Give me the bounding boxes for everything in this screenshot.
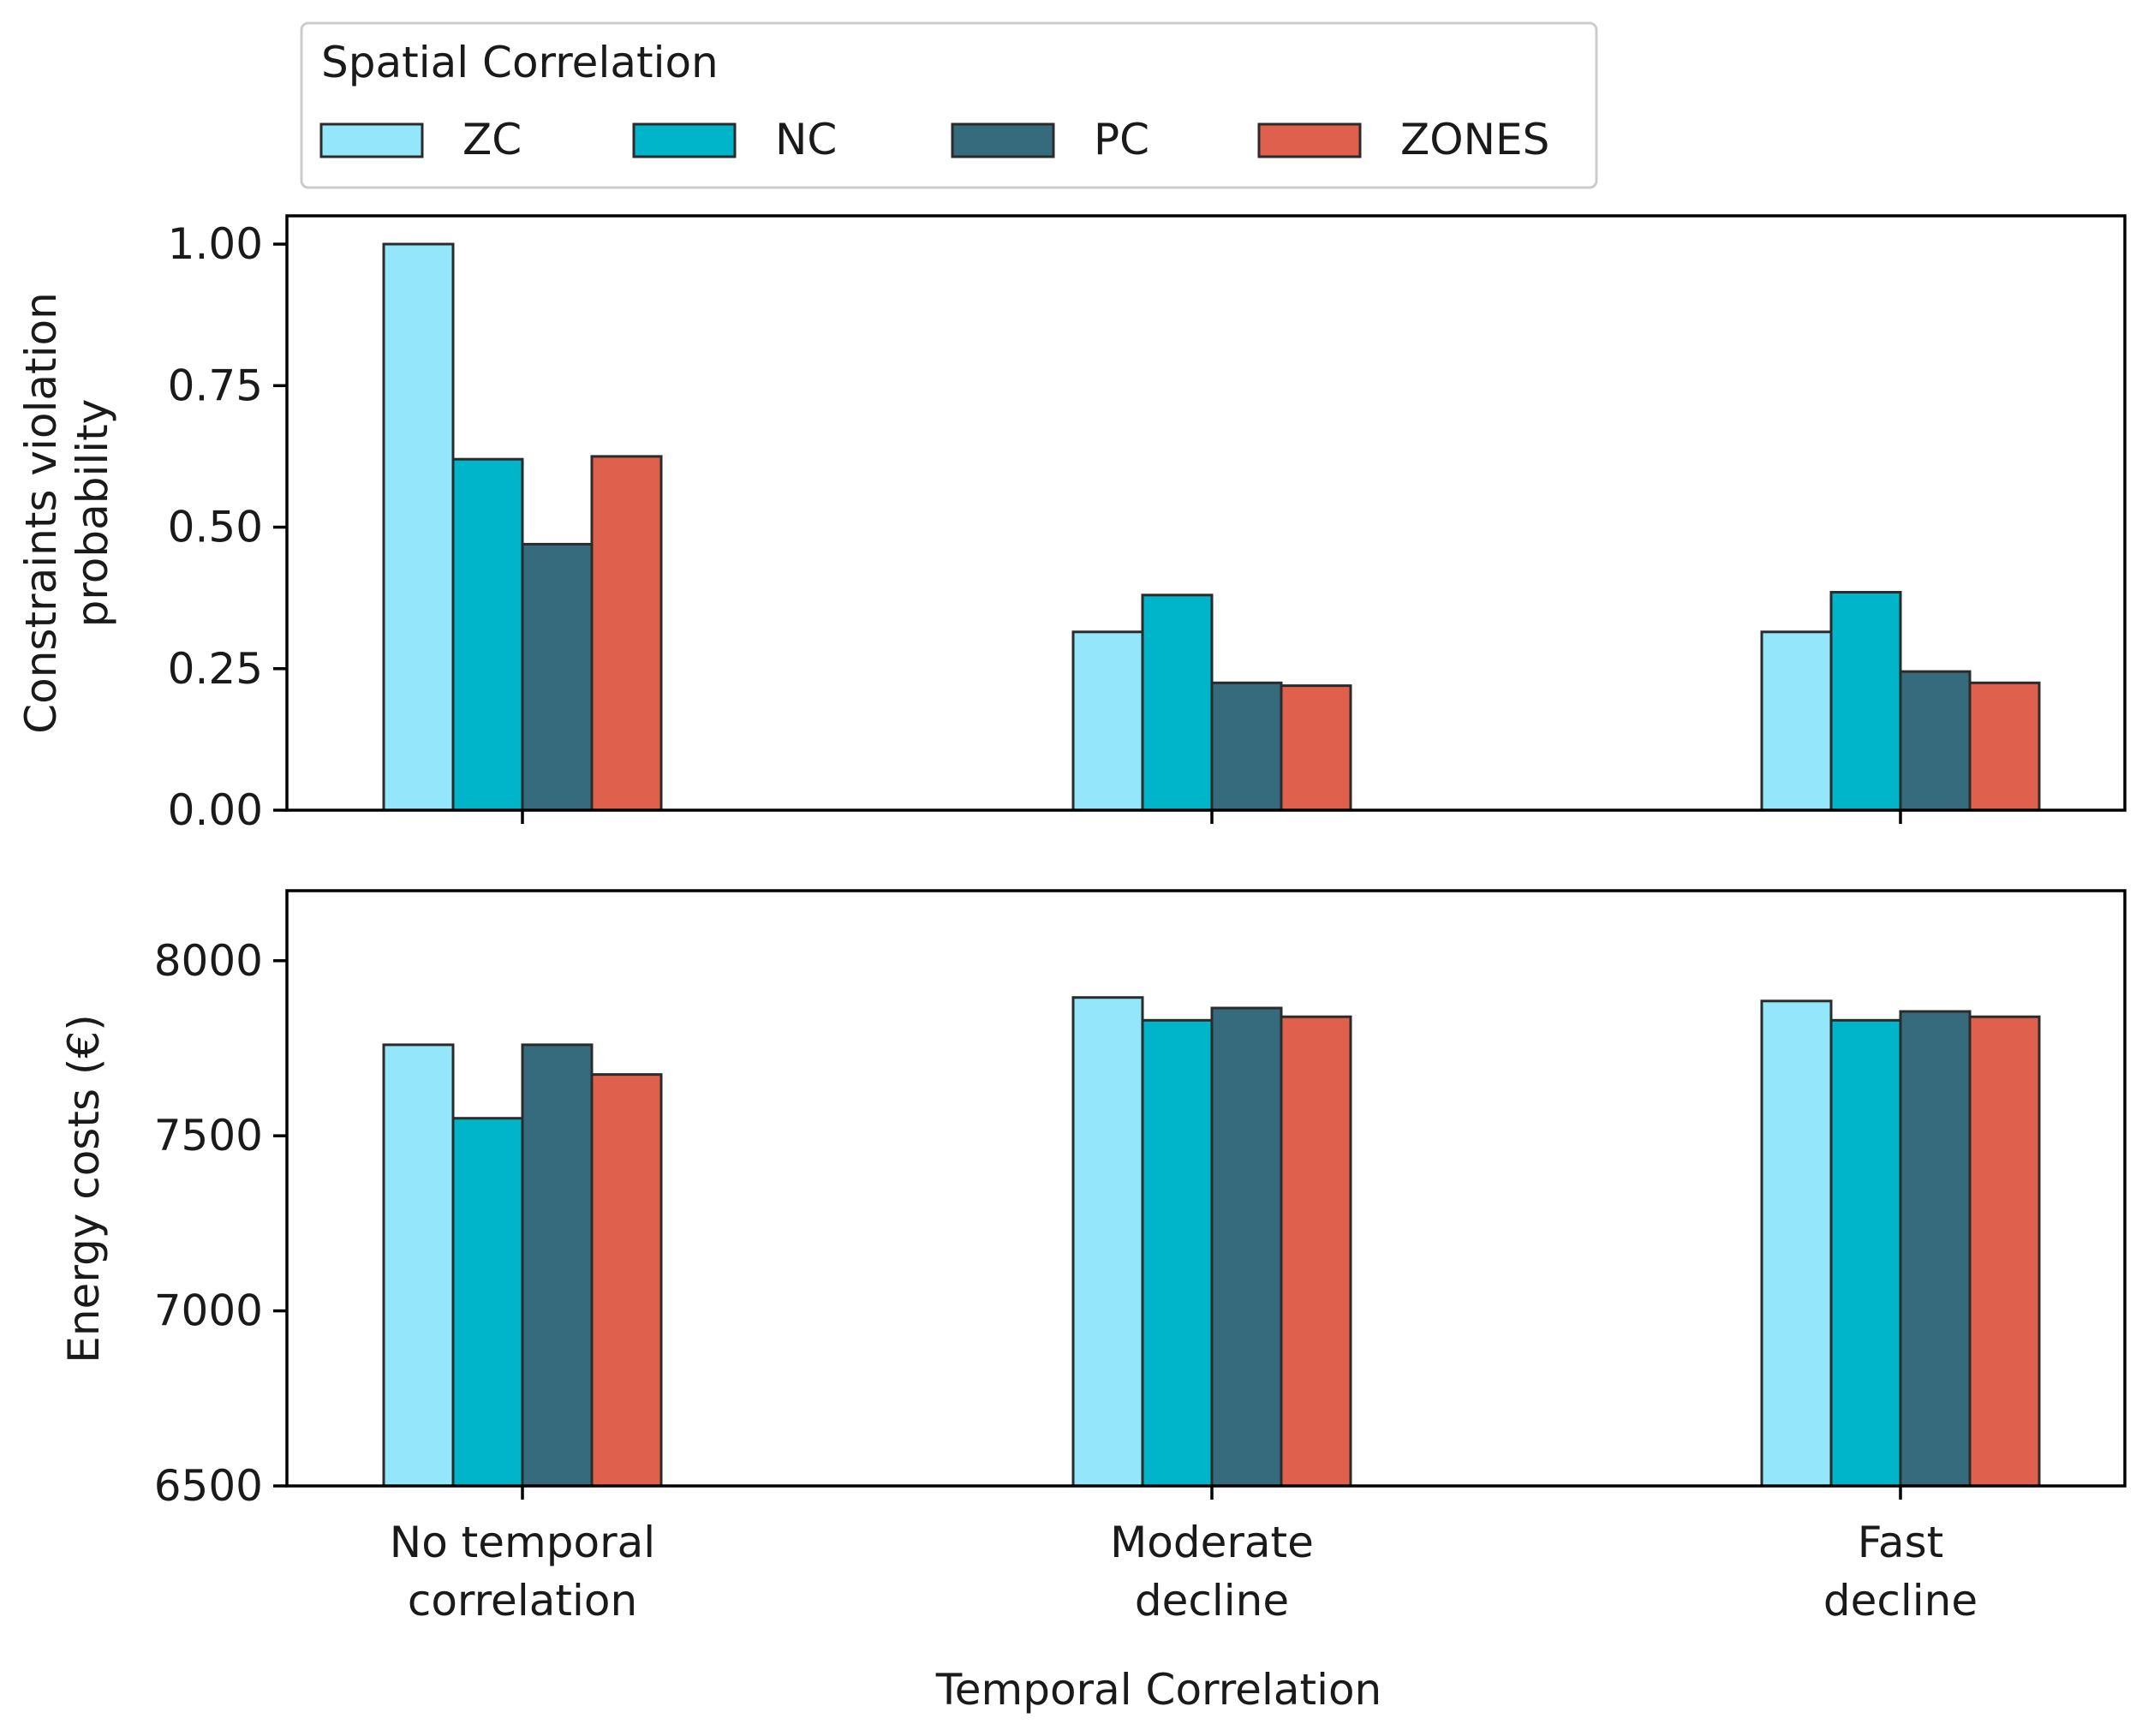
y-tick-label: 1.00 xyxy=(168,219,263,269)
bar-pc-moderate-decline-probability xyxy=(1210,681,1283,812)
bar-nc-fast-decline-probability xyxy=(1829,591,1902,812)
legend-label-zc: ZC xyxy=(462,115,522,164)
legend-swatch-zones xyxy=(1257,122,1362,158)
bar-zones-no-temporal-correlation-cost xyxy=(590,1073,663,1488)
top-y-axis-label-line-1: Constraints violation xyxy=(16,292,66,734)
bar-zones-moderate-decline-cost xyxy=(1280,1015,1352,1488)
y-tick-label: 6500 xyxy=(154,1461,263,1511)
legend: Spatial Correlation ZC NC PC ZONES xyxy=(300,21,1598,189)
bar-zones-moderate-decline-probability xyxy=(1280,684,1352,812)
legend-label-zones: ZONES xyxy=(1400,115,1549,164)
bottom-y-ticks: 6500 7000 7500 8000 xyxy=(154,936,287,1511)
x-tick-label-no-temporal-correlation: correlation xyxy=(408,1576,637,1626)
bar-zc-moderate-decline-cost xyxy=(1071,996,1144,1488)
legend-swatch-nc xyxy=(632,122,737,158)
bar-pc-fast-decline-cost xyxy=(1899,1010,1972,1488)
bar-zc-fast-decline-cost xyxy=(1760,999,1833,1488)
bar-zones-no-temporal-correlation-probability xyxy=(590,455,663,812)
y-tick-label: 7000 xyxy=(154,1286,263,1336)
bar-nc-no-temporal-correlation-probability xyxy=(451,457,524,812)
bar-zc-no-temporal-correlation-probability xyxy=(382,242,455,812)
top-x-ticks xyxy=(521,810,1902,824)
bottom-y-axis-label: Energy costs (€) xyxy=(59,1014,109,1363)
bar-pc-no-temporal-correlation-cost xyxy=(521,1043,594,1488)
legend-title: Spatial Correlation xyxy=(321,38,719,87)
legend-label-pc: PC xyxy=(1094,115,1149,164)
bar-nc-no-temporal-correlation-cost xyxy=(451,1117,524,1488)
legend-swatch-zc xyxy=(319,122,424,158)
bar-pc-moderate-decline-cost xyxy=(1210,1006,1283,1488)
y-tick-label: 0.50 xyxy=(168,503,263,552)
bar-zc-moderate-decline-probability xyxy=(1071,630,1144,812)
legend-swatch-pc xyxy=(951,122,1055,158)
bar-pc-no-temporal-correlation-probability xyxy=(521,542,594,812)
bottom-bars xyxy=(382,996,2041,1488)
top-y-axis-label-line-2: probability xyxy=(68,399,117,628)
bottom-axes-frame xyxy=(285,889,2127,1488)
y-tick-label: 7500 xyxy=(154,1111,263,1160)
legend-label-nc: NC xyxy=(775,115,837,164)
bar-zones-fast-decline-probability xyxy=(1968,681,2041,812)
top-axes-frame xyxy=(285,214,2127,812)
x-tick-label-fast-decline: Fast xyxy=(1858,1518,1943,1567)
energy-costs-panel: 6500 7000 7500 8000 No temporal correlation M… xyxy=(59,889,2127,1715)
bar-pc-fast-decline-probability xyxy=(1899,670,1972,812)
violation-probability-panel: 0.00 0.25 0.50 0.75 1.00 Constraints violati… xyxy=(16,214,2127,835)
y-tick-label: 0.75 xyxy=(168,361,263,410)
bar-zones-fast-decline-cost xyxy=(1968,1015,2041,1488)
bar-nc-fast-decline-cost xyxy=(1829,1018,1902,1488)
x-tick-label-no-temporal-correlation: No temporal xyxy=(390,1518,655,1567)
x-axis-label: Temporal Correlation xyxy=(935,1665,1382,1715)
top-y-ticks: 0.00 0.25 0.50 0.75 1.00 xyxy=(168,219,287,835)
x-tick-label-moderate-decline: decline xyxy=(1135,1576,1289,1626)
x-tick-label-moderate-decline: Moderate xyxy=(1110,1518,1314,1567)
x-tick-label-fast-decline: decline xyxy=(1823,1576,1978,1626)
bottom-x-ticks: No temporal correlation Moderate decline Fas… xyxy=(390,1486,1978,1626)
y-tick-label: 8000 xyxy=(154,936,263,986)
legend-entries: ZC NC PC ZONES xyxy=(319,115,1549,164)
y-tick-label: 0.00 xyxy=(168,785,263,835)
top-bars xyxy=(382,242,2041,812)
bar-zc-fast-decline-probability xyxy=(1760,630,1833,812)
y-tick-label: 0.25 xyxy=(168,644,263,694)
bar-zc-no-temporal-correlation-cost xyxy=(382,1043,455,1488)
bar-nc-moderate-decline-cost xyxy=(1141,1018,1214,1488)
bar-nc-moderate-decline-probability xyxy=(1141,594,1214,812)
